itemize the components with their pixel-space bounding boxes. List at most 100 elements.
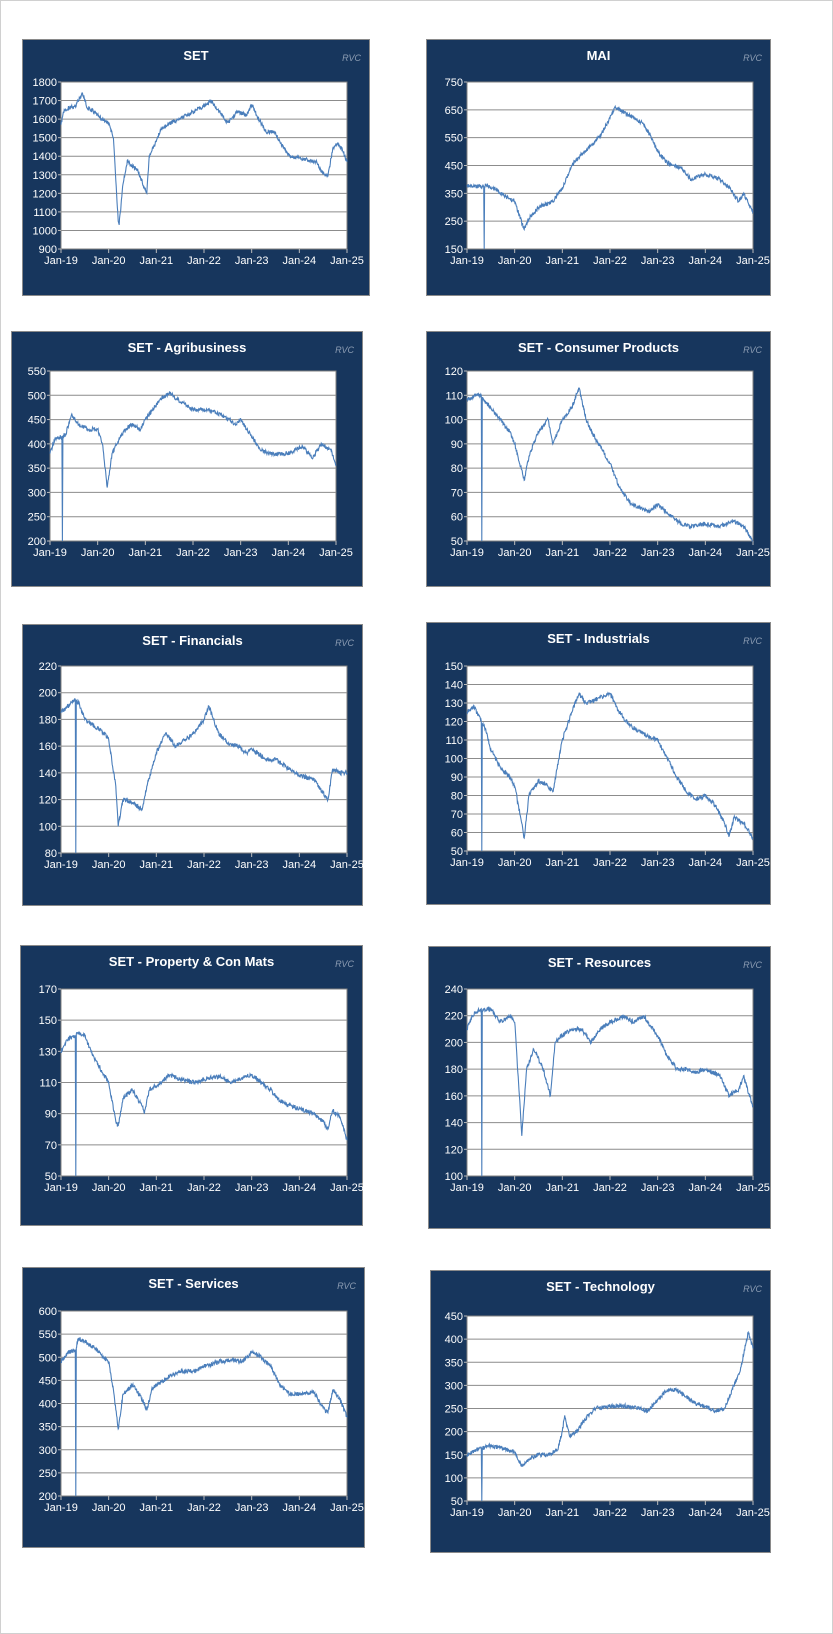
y-tick-label: 200 xyxy=(28,536,46,548)
y-tick-label: 50 xyxy=(451,846,463,858)
y-tick-label: 450 xyxy=(28,415,46,427)
y-tick-label: 140 xyxy=(445,1118,463,1130)
x-tick-label: Jan-25 xyxy=(330,1502,364,1514)
y-tick-label: 300 xyxy=(445,1380,463,1392)
x-tick-label: Jan-22 xyxy=(593,1182,627,1194)
y-tick-label: 240 xyxy=(445,984,463,996)
x-tick-label: Jan-23 xyxy=(235,1182,269,1194)
y-tick-label: 400 xyxy=(445,1334,463,1346)
watermark: RVC xyxy=(743,345,762,355)
y-tick-label: 120 xyxy=(445,366,463,378)
y-tick-label: 200 xyxy=(445,1427,463,1439)
x-tick-label: Jan-20 xyxy=(81,547,115,559)
x-tick-label: Jan-22 xyxy=(187,1502,221,1514)
y-tick-label: 110 xyxy=(445,735,463,747)
y-tick-label: 50 xyxy=(451,536,463,548)
y-tick-label: 300 xyxy=(28,487,46,499)
y-tick-label: 80 xyxy=(451,463,463,475)
x-tick-label: Jan-20 xyxy=(498,857,532,869)
x-tick-label: Jan-24 xyxy=(689,1182,723,1194)
x-tick-label: Jan-22 xyxy=(593,547,627,559)
y-tick-label: 110 xyxy=(39,1078,57,1090)
y-tick-label: 60 xyxy=(451,828,463,840)
y-tick-label: 500 xyxy=(39,1352,57,1364)
y-tick-label: 350 xyxy=(445,188,463,200)
y-tick-label: 350 xyxy=(445,1357,463,1369)
y-tick-label: 140 xyxy=(445,680,463,692)
y-tick-label: 300 xyxy=(39,1445,57,1457)
y-tick-label: 70 xyxy=(451,487,463,499)
series-line xyxy=(60,92,348,226)
chart-panel-mai: MAI RVC 150 250 350 450 550 650 750 Jan-19 Jan-20 J… xyxy=(426,39,771,296)
y-tick-label: 50 xyxy=(45,1171,57,1183)
y-tick-label: 60 xyxy=(451,512,463,524)
chart-title: SET - Consumer Products xyxy=(517,340,680,355)
y-tick-label: 150 xyxy=(445,1450,463,1462)
chart-svg: 150 250 350 450 550 650 750 Jan-19 Jan-20 Jan-21 J… xyxy=(445,77,770,267)
y-tick-label: 90 xyxy=(451,772,463,784)
x-tick-label: Jan-20 xyxy=(498,1507,532,1519)
y-tick-label: 90 xyxy=(45,1109,57,1121)
y-tick-label: 200 xyxy=(445,1037,463,1049)
x-tick-label: Jan-23 xyxy=(641,547,675,559)
chart-panel-set-technology: SET - Technology RVC 50 100 150 200 250 300 350 4… xyxy=(430,1270,771,1553)
x-tick-label: Jan-24 xyxy=(689,1507,723,1519)
chart-panel-set-resources: SET - Resources RVC 100 120 140 160 180 200 220 2… xyxy=(428,946,771,1229)
watermark: RVC xyxy=(743,53,762,63)
chart-panel-set: SET RVC 900 1000 1100 1200 1300 1400 1500 1600 170… xyxy=(22,39,370,296)
x-tick-label: Jan-19 xyxy=(450,1507,484,1519)
x-tick-label: Jan-19 xyxy=(44,255,78,267)
y-tick-label: 50 xyxy=(451,1496,463,1508)
x-tick-label: Jan-21 xyxy=(546,1507,580,1519)
x-tick-label: Jan-21 xyxy=(140,1182,174,1194)
chart-svg: 50 100 150 200 250 300 350 400 450 Jan-19 Jan-20 Ja… xyxy=(445,1311,770,1519)
chart-title: SET - Resources xyxy=(547,955,652,970)
watermark: RVC xyxy=(743,960,762,970)
y-tick-label: 150 xyxy=(445,661,463,673)
x-tick-label: Jan-23 xyxy=(235,255,269,267)
x-tick-label: Jan-24 xyxy=(689,857,723,869)
y-tick-label: 150 xyxy=(445,244,463,256)
chart-title: SET - Property & Con Mats xyxy=(108,954,275,969)
y-tick-label: 1300 xyxy=(33,170,57,182)
chart-svg: 80 100 120 140 160 180 200 220 Jan-19 Jan-20 Jan-2… xyxy=(39,661,364,871)
y-tick-label: 1400 xyxy=(33,151,57,163)
y-tick-label: 350 xyxy=(39,1422,57,1434)
x-tick-label: Jan-19 xyxy=(44,1182,78,1194)
x-tick-label: Jan-25 xyxy=(330,255,364,267)
plot-area xyxy=(466,370,754,542)
series-line xyxy=(466,1006,754,1177)
y-tick-label: 120 xyxy=(445,717,463,729)
x-tick-label: Jan-21 xyxy=(546,255,580,267)
x-tick-label: Jan-21 xyxy=(546,547,580,559)
chart-title: SET - Technology xyxy=(546,1279,655,1294)
y-tick-label: 1200 xyxy=(33,188,57,200)
y-tick-label: 1700 xyxy=(33,96,57,108)
y-tick-label: 120 xyxy=(39,795,57,807)
y-tick-label: 250 xyxy=(39,1468,57,1480)
y-tick-label: 180 xyxy=(39,714,57,726)
y-tick-label: 110 xyxy=(445,390,463,402)
chart-svg: 900 1000 1100 1200 1300 1400 1500 1600 1700 1800 J… xyxy=(33,77,364,267)
y-tick-label: 100 xyxy=(39,821,57,833)
x-tick-label: Jan-25 xyxy=(736,255,770,267)
x-tick-label: Jan-23 xyxy=(235,1502,269,1514)
watermark: RVC xyxy=(335,638,354,648)
x-tick-label: Jan-20 xyxy=(498,547,532,559)
y-tick-label: 1100 xyxy=(33,207,57,219)
x-tick-label: Jan-21 xyxy=(546,857,580,869)
x-tick-label: Jan-22 xyxy=(187,1182,221,1194)
chart-svg: 100 120 140 160 180 200 220 240 Jan-19 Jan-20 Jan-… xyxy=(445,984,770,1194)
y-tick-label: 130 xyxy=(445,698,463,710)
x-tick-label: Jan-19 xyxy=(450,547,484,559)
x-tick-label: Jan-25 xyxy=(319,547,353,559)
chart-title: SET - Industrials xyxy=(547,631,650,646)
y-tick-label: 900 xyxy=(39,244,57,256)
y-tick-label: 250 xyxy=(28,512,46,524)
y-tick-label: 250 xyxy=(445,216,463,228)
chart-panel-set-consumer-products: SET - Consumer Products RVC 50 60 70 80 90 100 1… xyxy=(426,331,771,587)
x-tick-label: Jan-24 xyxy=(283,1182,317,1194)
y-tick-label: 600 xyxy=(39,1306,57,1318)
x-tick-label: Jan-24 xyxy=(272,547,306,559)
y-tick-label: 70 xyxy=(45,1140,57,1152)
